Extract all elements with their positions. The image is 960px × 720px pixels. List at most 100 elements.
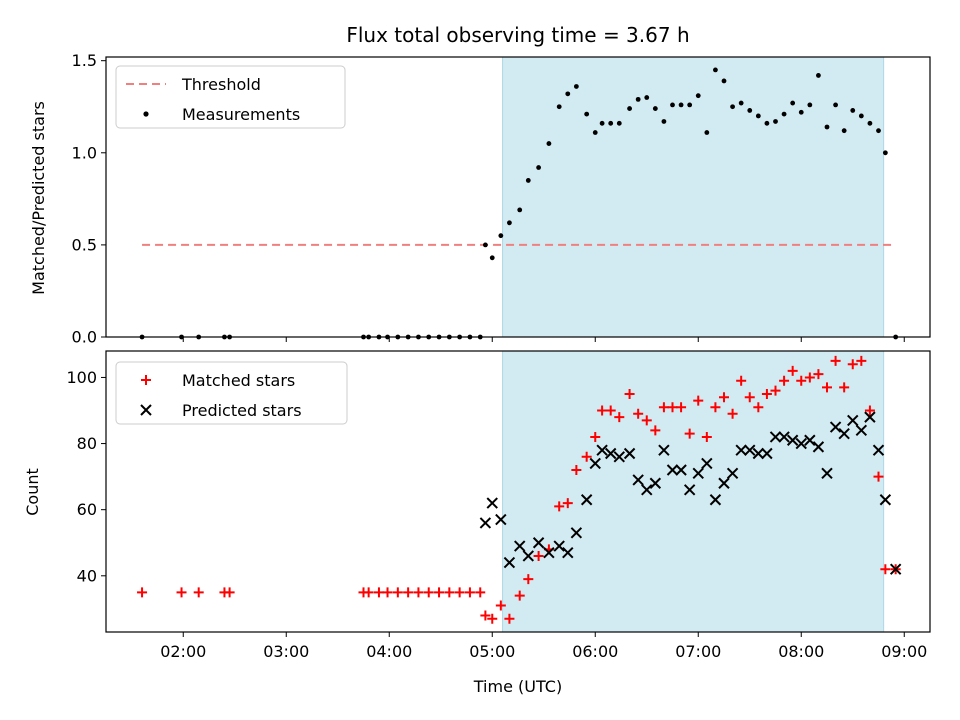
bottom-series-1-point-17 xyxy=(632,474,644,486)
bottom-series-1-point-46 xyxy=(879,494,892,506)
top-series-0-point-26 xyxy=(556,104,562,110)
top-series-0-point-48 xyxy=(747,108,753,113)
bottom-series-1-point-36 xyxy=(795,437,807,450)
top-series-0-point-31 xyxy=(599,120,605,126)
bottom-series-0-point-28 xyxy=(571,465,582,476)
top-series-0-point-33 xyxy=(616,120,622,126)
bottom-series-1-point-28 xyxy=(726,467,739,480)
bottom-series-0-point-61 xyxy=(856,355,867,366)
bottom-series-1-point-37 xyxy=(804,434,816,446)
bottom-series-0-point-23 xyxy=(523,574,534,585)
bottom-legend-predicted-swatch xyxy=(140,404,152,416)
bottom-series-1-point-38 xyxy=(812,441,825,453)
top-series-0-point-60 xyxy=(850,108,856,113)
bottom-y-tick-label: 80 xyxy=(77,434,97,453)
bottom-series-1-point-6 xyxy=(532,537,545,549)
bottom-x-tick-label: 06:00 xyxy=(572,642,618,661)
bottom-series-1-point-9 xyxy=(562,546,574,559)
bottom-series-1-point-26 xyxy=(709,494,722,506)
bottom-x-tick-label: 08:00 xyxy=(778,642,824,661)
bottom-x-tick-label: 02:00 xyxy=(160,642,206,661)
bottom-series-0-point-56 xyxy=(813,369,824,380)
bottom-series-0-point-2 xyxy=(193,587,204,598)
bottom-series-1-point-0 xyxy=(479,517,492,529)
bottom-series-1-point-34 xyxy=(778,431,790,443)
bottom-series-0-point-1 xyxy=(176,587,187,598)
top-series-0-point-55 xyxy=(807,102,813,108)
bottom-series-0-point-32 xyxy=(605,405,616,416)
bottom-series-0-point-51 xyxy=(770,385,781,396)
bottom-series-1-point-20 xyxy=(658,444,670,456)
bottom-legend: Matched stars Predicted stars xyxy=(115,361,348,425)
bottom-series-1-point-4 xyxy=(514,540,526,552)
bottom-series-0-point-17 xyxy=(475,587,486,598)
bottom-series-1-point-43 xyxy=(855,424,868,437)
top-series-0-point-24 xyxy=(536,165,541,170)
top-panel: 0.0 0.5 1.0 1.5 Threshold Measurements xyxy=(72,51,931,347)
top-series-0-point-23 xyxy=(525,178,531,183)
top-series-0-point-28 xyxy=(573,84,579,89)
bottom-legend-box xyxy=(115,361,348,425)
top-series-0-point-27 xyxy=(565,91,571,97)
top-series-0-point-56 xyxy=(816,73,821,78)
bottom-series-0-point-43 xyxy=(701,431,712,442)
top-axes-frame xyxy=(105,56,931,338)
top-legend-label: Threshold xyxy=(181,75,261,94)
bottom-series-0-point-21 xyxy=(504,613,515,624)
top-observing-span xyxy=(502,56,885,338)
bottom-series-0-point-59 xyxy=(839,382,850,393)
bottom-y-tick-label: 100 xyxy=(66,368,97,387)
bottom-series-1-point-5 xyxy=(522,550,535,562)
bottom-series-0-point-13 xyxy=(434,587,445,598)
top-series-0-point-63 xyxy=(876,128,881,134)
bottom-series-0-point-62 xyxy=(864,405,875,416)
bottom-series-1-point-44 xyxy=(864,411,876,423)
bottom-series-0-point-58 xyxy=(830,355,841,366)
bottom-x-tick-label: 04:00 xyxy=(366,642,412,661)
bottom-y-axis-label: Count xyxy=(23,468,42,516)
bottom-panel: 40 60 80 100 02:00 03:00 04:00 05:00 06:00 07:00 0… xyxy=(66,350,931,661)
top-series-0-point-53 xyxy=(790,100,796,106)
top-legend-label: Measurements xyxy=(182,105,300,124)
bottom-series-0-point-9 xyxy=(392,587,403,598)
bottom-series-0-point-45 xyxy=(719,392,729,403)
top-legend-measurements-swatch xyxy=(143,111,149,117)
top-series-0-point-21 xyxy=(507,220,512,226)
bottom-series-0-point-41 xyxy=(684,428,695,439)
bottom-series-0-point-49 xyxy=(753,402,764,413)
bottom-legend-label: Predicted stars xyxy=(182,401,302,420)
top-series-0-point-58 xyxy=(833,102,838,108)
bottom-series-0-point-34 xyxy=(624,388,635,399)
bottom-series-1-point-24 xyxy=(692,467,704,480)
bottom-series-1-point-31 xyxy=(752,447,765,460)
top-series-0-point-20 xyxy=(498,233,504,239)
top-series-0-point-19 xyxy=(489,255,495,261)
bottom-series-1-point-33 xyxy=(769,431,782,443)
bottom-series-1-point-39 xyxy=(821,467,833,480)
bottom-series-0-point-35 xyxy=(633,408,644,419)
bottom-series-1-point-41 xyxy=(838,427,850,440)
top-series-0-point-49 xyxy=(755,113,761,119)
bottom-x-tick-label: 03:00 xyxy=(263,642,309,661)
bottom-series-1-point-10 xyxy=(570,527,583,539)
bottom-series-0-point-16 xyxy=(464,587,475,598)
bottom-series-0-point-20 xyxy=(495,600,506,611)
bottom-series-1-point-1 xyxy=(486,497,498,509)
top-series-0-point-32 xyxy=(608,120,614,126)
bottom-series-1-point-32 xyxy=(761,447,773,460)
bottom-series-1-point-8 xyxy=(553,540,565,552)
top-legend-box xyxy=(115,65,346,129)
bottom-observing-span xyxy=(502,350,885,633)
top-series-0-point-46 xyxy=(730,104,735,110)
bottom-series-0-point-36 xyxy=(641,415,652,426)
bottom-series-1-point-3 xyxy=(503,556,516,569)
bottom-series-0-point-47 xyxy=(736,375,747,386)
bottom-series-0-point-30 xyxy=(590,431,601,442)
bottom-series-0-point-55 xyxy=(804,372,815,383)
bottom-series-0-point-57 xyxy=(822,382,832,393)
bottom-legend-matched-swatch xyxy=(141,375,151,385)
bottom-series-0-point-38 xyxy=(658,402,669,413)
bottom-series-0-point-53 xyxy=(787,365,798,376)
top-y-tick-label: 1.0 xyxy=(72,143,97,162)
bottom-series-0-point-42 xyxy=(693,395,704,406)
